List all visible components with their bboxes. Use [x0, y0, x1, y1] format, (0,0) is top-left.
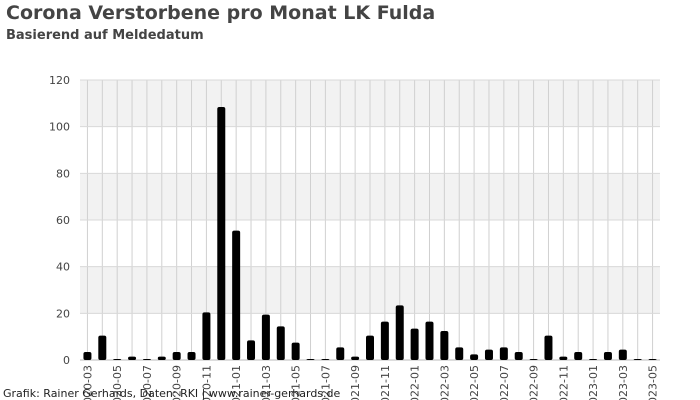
bar	[440, 331, 449, 360]
y-tick-label: 40	[56, 261, 70, 274]
x-tick-label: 2022-09	[528, 365, 541, 400]
bar	[366, 335, 374, 360]
y-tick-label: 20	[56, 307, 70, 320]
bar	[484, 349, 493, 360]
bar	[232, 230, 241, 360]
x-tick-label: 2021-09	[349, 365, 362, 400]
bar	[544, 335, 553, 360]
bar	[455, 347, 464, 360]
x-tick-label: 2020-03	[81, 365, 94, 400]
x-tick-label: 2020-09	[171, 365, 184, 400]
x-tick-label: 2021-11	[379, 365, 392, 400]
bar	[648, 359, 657, 360]
bar	[113, 359, 122, 360]
x-tick-label: 2021-03	[260, 365, 273, 400]
bar	[187, 352, 196, 360]
bar	[276, 326, 285, 360]
bar	[98, 335, 107, 360]
x-tick-label: 2021-05	[290, 365, 303, 400]
bar	[157, 356, 166, 360]
bar	[514, 352, 523, 360]
bar	[172, 352, 181, 360]
x-tick-label: 2020-05	[111, 365, 124, 400]
bar	[425, 321, 434, 360]
bar	[380, 321, 389, 360]
bar	[261, 314, 270, 360]
bar	[589, 359, 598, 360]
x-tick-label: 2020-11	[200, 365, 213, 400]
x-tick-label: 2022-03	[438, 365, 451, 400]
bar	[395, 305, 404, 360]
bar	[321, 359, 330, 360]
bar	[529, 359, 538, 360]
x-tick-label: 2022-07	[498, 365, 511, 400]
chart-title: Corona Verstorbene pro Monat LK Fulda	[6, 2, 435, 24]
bar	[291, 342, 300, 360]
bar	[410, 328, 419, 360]
x-tick-label: 2022-11	[557, 365, 570, 400]
x-tick-label: 2021-07	[319, 365, 332, 400]
y-tick-label: 60	[56, 214, 70, 227]
bar	[499, 347, 508, 360]
bar	[202, 312, 211, 360]
bar	[247, 340, 256, 360]
bar	[306, 359, 315, 360]
chart-subtitle: Basierend auf Meldedatum	[6, 28, 204, 43]
bar	[351, 356, 360, 360]
y-tick-label: 0	[63, 354, 70, 367]
bar	[83, 352, 92, 360]
bar	[142, 359, 151, 360]
x-tick-label: 2021-01	[230, 365, 243, 400]
y-tick-label: 100	[49, 121, 70, 134]
y-tick-label: 80	[56, 167, 70, 180]
bar	[633, 359, 642, 360]
x-tick-label: 2023-05	[647, 365, 660, 400]
x-tick-label: 2022-05	[468, 365, 481, 400]
y-tick-label: 120	[49, 74, 70, 87]
bar	[470, 354, 479, 360]
bar	[128, 356, 137, 360]
bar	[217, 107, 226, 360]
bar	[336, 347, 345, 360]
bar	[603, 352, 612, 360]
x-tick-label: 2020-07	[141, 365, 154, 400]
bar	[574, 352, 583, 360]
x-tick-label: 2023-03	[617, 365, 630, 400]
bar	[618, 349, 627, 360]
x-tick-label: 2023-01	[587, 365, 600, 400]
x-tick-label: 2022-01	[409, 365, 422, 400]
plot-area: 0 20 40 60 80 100 120 2020-03 2020-05 2020-07 2020…	[49, 74, 660, 400]
footer: Grafik: Rainer Gerhards, Daten: RKI | ww…	[3, 387, 341, 400]
bar	[559, 356, 568, 360]
